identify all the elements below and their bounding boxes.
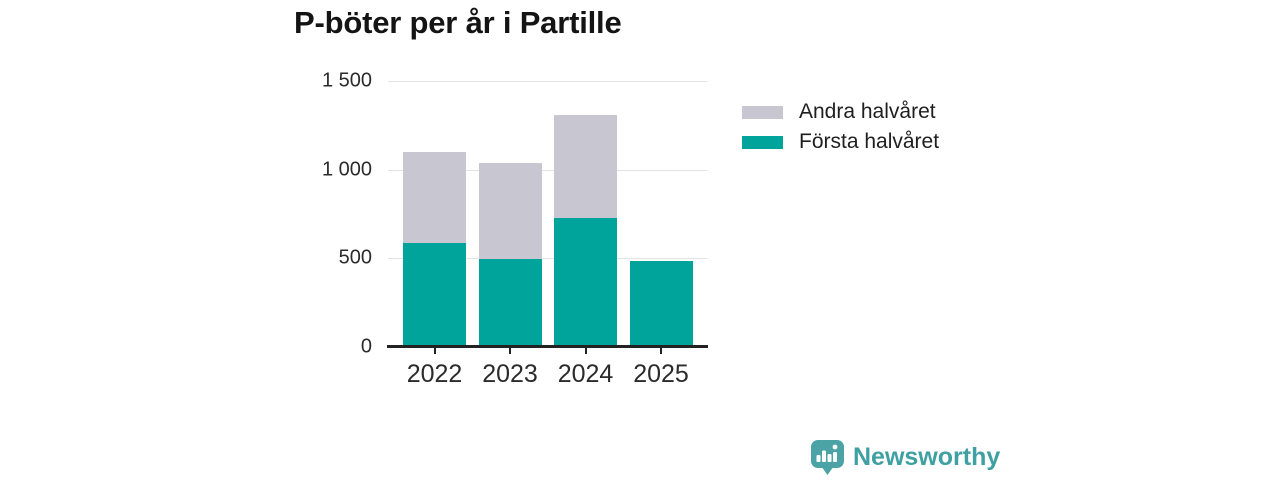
chart-title: P-böter per år i Partille [294,5,622,40]
x-label-2022: 2022 [406,360,463,388]
x-tick-2024 [584,348,587,354]
legend-item: Andra halvåret [742,97,939,127]
x-tick-2022 [433,348,436,354]
bar-2022-forsta-halvaret [403,243,466,347]
icon-bar-3 [827,454,832,462]
x-tick-2023 [509,348,511,354]
x-label-2023: 2023 [482,360,538,388]
plot-area: 2022 2023 2024 2025 [387,81,708,388]
y-label-500: 500 [338,246,372,269]
gridline-1500 [388,81,707,82]
legend-label: Första halvåret [799,130,940,153]
bar-2023-forsta-halvaret [478,259,542,347]
y-label-1000: 1 000 [321,158,372,181]
icon-bar-2 [822,450,826,462]
legend: Andra halvåret Första halvåret [742,97,939,157]
x-axis-line [387,345,708,348]
brand-footer: Newsworthy [811,440,1000,475]
icon-exclamation-bar [833,452,837,462]
legend-label: Andra halvåret [799,100,936,123]
y-label-0: 0 [360,335,372,358]
gridline-500 [388,258,707,260]
x-label-2025: 2025 [633,360,689,388]
y-axis: 0 500 1 000 1 500 [290,70,372,358]
legend-item: Första halvåret [742,127,939,157]
bar-2023-andra-halvaret [478,163,542,260]
legend-swatch [742,105,783,119]
icon-bar-1 [816,455,821,462]
bar-2025-forsta-halvaret [629,260,693,347]
x-tick-2025 [660,348,662,354]
legend-swatch [742,135,783,149]
bar-2024-andra-halvaret [554,114,617,219]
bar-2022-andra-halvaret [403,151,466,244]
newsworthy-chart-bubble-icon [811,440,844,475]
brand-name: Newsworthy [853,443,1001,471]
x-label-2024: 2024 [557,360,614,388]
icon-exclamation-dot [832,444,838,450]
y-label-1500: 1 500 [321,69,372,92]
bar-2024-forsta-halvaret [554,218,617,347]
gridline-1000 [388,169,707,171]
